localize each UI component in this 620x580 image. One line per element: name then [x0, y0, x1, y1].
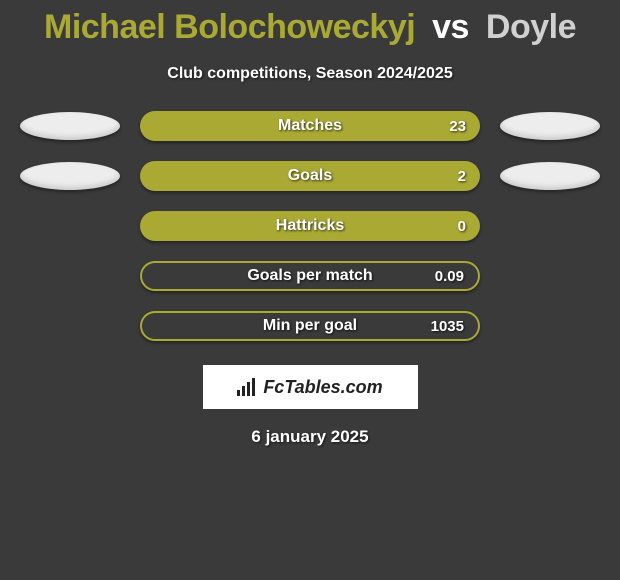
subtitle: Club competitions, Season 2024/2025	[0, 65, 620, 83]
stats-chart: Matches 23 Goals 2 Hattricks 0 Goals per match…	[0, 111, 620, 341]
player1-chip	[20, 112, 120, 140]
player1-chip	[20, 162, 120, 190]
stat-label: Goals	[288, 167, 332, 185]
stat-label: Hattricks	[276, 217, 344, 235]
stat-bar: Hattricks 0	[140, 211, 480, 241]
stat-value: 1035	[431, 318, 464, 335]
comparison-title: Michael Bolochoweckyj vs Doyle	[0, 0, 620, 47]
player1-name: Michael Bolochoweckyj	[44, 8, 415, 46]
stat-label: Min per goal	[263, 317, 357, 335]
stat-row: Min per goal 1035	[0, 311, 620, 341]
stat-bar: Matches 23	[140, 111, 480, 141]
stat-label: Goals per match	[247, 267, 372, 285]
brand-text: FcTables.com	[263, 377, 382, 398]
stat-bar: Goals 2	[140, 161, 480, 191]
stat-bar: Goals per match 0.09	[140, 261, 480, 291]
stat-value: 0	[458, 218, 466, 235]
stat-row: Hattricks 0	[0, 211, 620, 241]
date-label: 6 january 2025	[0, 427, 620, 447]
brand-bars-icon	[237, 378, 259, 396]
stat-bar: Min per goal 1035	[140, 311, 480, 341]
stat-row: Matches 23	[0, 111, 620, 141]
stat-value: 23	[449, 118, 466, 135]
stat-label: Matches	[278, 117, 342, 135]
vs-separator: vs	[432, 8, 469, 46]
stat-row: Goals per match 0.09	[0, 261, 620, 291]
player2-chip	[500, 162, 600, 190]
stat-value: 0.09	[435, 268, 464, 285]
brand-box: FcTables.com	[203, 365, 418, 409]
stat-value: 2	[458, 168, 466, 185]
stat-row: Goals 2	[0, 161, 620, 191]
player2-chip	[500, 112, 600, 140]
player2-name: Doyle	[486, 8, 576, 46]
